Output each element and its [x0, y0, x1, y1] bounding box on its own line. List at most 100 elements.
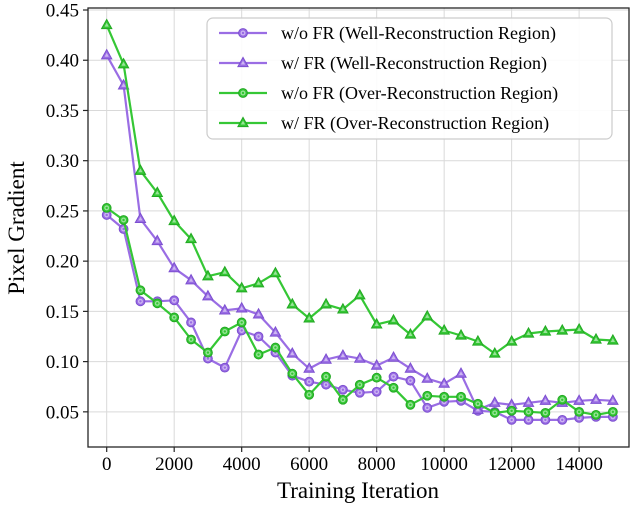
- triangle-marker: [455, 367, 467, 378]
- triangle-marker: [455, 328, 467, 340]
- y-axis-label: Pixel Gradient: [4, 161, 29, 295]
- circle-marker: [338, 394, 348, 405]
- triangle-marker: [590, 393, 602, 404]
- triangle-marker: [505, 334, 518, 346]
- circle-marker: [422, 402, 433, 413]
- triangle-marker: [235, 301, 248, 313]
- y-tick-label: 0.15: [46, 302, 79, 323]
- series-lines: [100, 18, 619, 425]
- circle-marker: [321, 371, 331, 382]
- circle-marker: [169, 295, 180, 306]
- circle-marker: [506, 414, 517, 425]
- triangle-marker: [218, 303, 231, 315]
- circle-marker: [591, 409, 601, 420]
- triangle-marker: [438, 323, 451, 335]
- triangle-marker: [151, 186, 164, 197]
- triangle-marker: [269, 325, 282, 337]
- circle-marker: [354, 387, 365, 398]
- y-tick-label: 0.30: [46, 151, 79, 172]
- triangle-marker: [573, 394, 586, 405]
- x-tick-label: 6000: [290, 454, 328, 475]
- triangle-marker: [590, 332, 602, 344]
- circle-marker: [304, 389, 315, 400]
- triangle-marker: [539, 394, 552, 405]
- y-tick-label: 0.05: [46, 402, 79, 423]
- circle-marker: [304, 376, 315, 387]
- circle-marker: [238, 88, 248, 98]
- legend-label: w/ FR (Well-Reconstruction Region): [281, 53, 547, 74]
- circle-marker: [574, 406, 585, 417]
- circle-marker: [287, 368, 298, 379]
- triangle-marker: [471, 334, 484, 346]
- circle-marker: [219, 362, 230, 373]
- circle-marker: [152, 298, 163, 309]
- legend-box: [206, 17, 613, 140]
- legend-entry: w/o FR (Well-Reconstruction Region): [219, 23, 556, 44]
- triangle-marker: [353, 288, 366, 300]
- circle-marker: [354, 379, 365, 390]
- triangle-marker: [421, 372, 434, 383]
- triangle-marker: [606, 333, 619, 345]
- triangle-marker: [353, 351, 366, 363]
- circle-marker: [101, 203, 112, 213]
- triangle-marker: [421, 309, 434, 321]
- triangle-marker: [404, 327, 417, 339]
- triangle-marker: [522, 326, 535, 338]
- triangle-marker: [237, 116, 249, 128]
- triangle-marker: [522, 396, 535, 407]
- legend-label: w/o FR (Over-Reconstruction Region): [281, 83, 558, 104]
- legend-label: w/o FR (Well-Reconstruction Region): [281, 23, 556, 44]
- circle-marker: [540, 407, 551, 418]
- legend-label: w/ FR (Over-Reconstruction Region): [281, 113, 549, 134]
- circle-marker: [388, 382, 399, 393]
- y-tick-label: 0.45: [46, 1, 79, 22]
- legend: w/o FR (Well-Reconstruction Region) w/ FR…: [206, 17, 613, 140]
- x-tick-label: 0: [102, 454, 112, 475]
- triangle-marker: [320, 297, 332, 309]
- x-tick-label: 10000: [420, 454, 468, 475]
- circle-marker: [472, 398, 483, 409]
- triangle-marker: [151, 234, 164, 246]
- x-tick-label: 14000: [555, 454, 603, 475]
- triangle-marker: [252, 307, 265, 319]
- y-tick-label: 0.20: [46, 252, 79, 273]
- y-tick-label: 0.35: [46, 101, 79, 122]
- triangle-marker: [218, 265, 231, 277]
- triangle-marker: [606, 394, 619, 405]
- circle-marker: [236, 317, 247, 328]
- triangle-marker: [201, 269, 214, 281]
- triangle-marker: [185, 232, 198, 244]
- circle-marker: [253, 349, 264, 360]
- triangle-marker: [387, 350, 400, 362]
- y-tick-label: 0.10: [46, 352, 79, 373]
- circle-marker: [405, 375, 416, 386]
- triangle-marker: [539, 324, 552, 336]
- series-2: [101, 203, 618, 420]
- plot-border: [87, 7, 630, 448]
- triangle-marker: [100, 18, 113, 30]
- circle-marker: [540, 414, 551, 425]
- y-tick-label: 0.40: [46, 51, 79, 72]
- circle-marker: [523, 414, 534, 425]
- circle-marker: [253, 331, 264, 342]
- triangle-marker: [201, 289, 214, 301]
- triangle-marker: [387, 313, 400, 325]
- triangle-marker: [336, 348, 349, 360]
- legend-entry: w/ FR (Well-Reconstruction Region): [219, 53, 547, 74]
- circle-marker: [118, 215, 129, 225]
- triangle-marker: [471, 403, 484, 414]
- circle-marker: [439, 391, 450, 402]
- circle-marker: [186, 317, 196, 328]
- series-0: [101, 210, 618, 425]
- circle-marker: [489, 407, 500, 418]
- x-tick-label: 8000: [358, 454, 396, 475]
- triangle-marker: [303, 311, 316, 323]
- circle-marker: [388, 371, 399, 382]
- legend-entry: w/ FR (Over-Reconstruction Region): [219, 113, 549, 134]
- triangle-marker: [556, 323, 569, 335]
- circle-marker: [456, 391, 466, 402]
- triangle-marker: [134, 212, 147, 224]
- circle-marker: [557, 394, 568, 405]
